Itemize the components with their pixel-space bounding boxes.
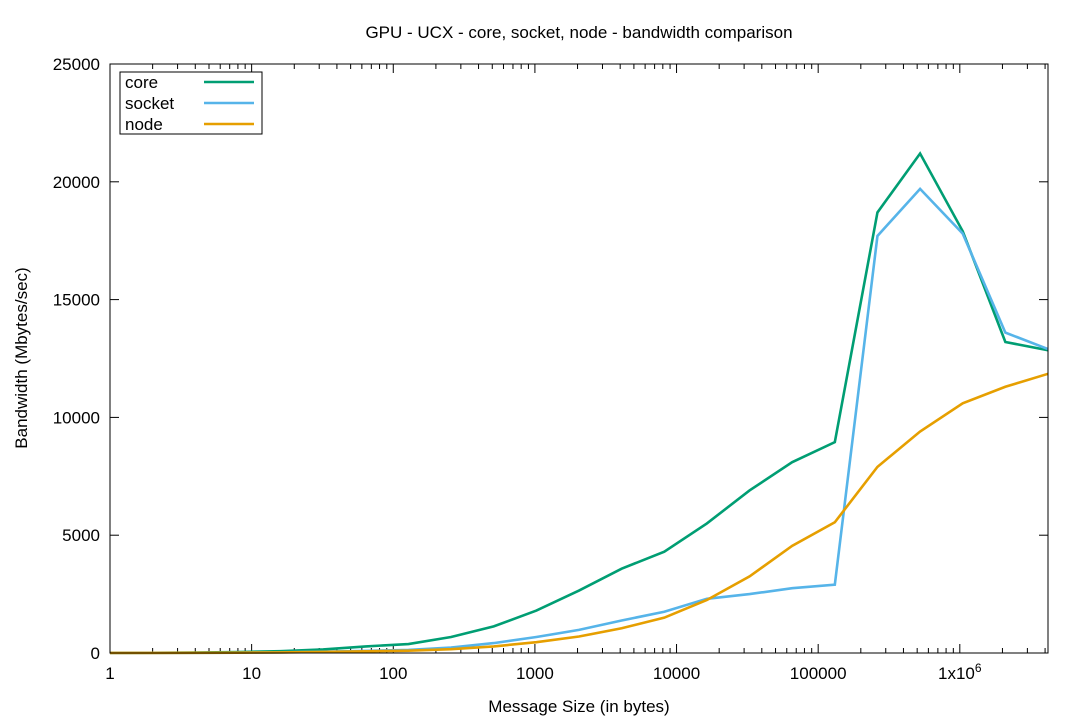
series-line-socket: [109, 186, 1049, 655]
y-tick-label: 25000: [53, 55, 100, 74]
y-tick-label: 5000: [62, 526, 100, 545]
y-tick-label: 0: [91, 644, 100, 663]
x-tick-label: 1: [105, 664, 114, 683]
x-tick-label-base: 100: [379, 664, 407, 683]
x-tick-label: 1000: [516, 664, 554, 683]
y-axis-label: Bandwidth (Mbytes/sec): [12, 267, 31, 448]
x-tick-label-base: 1x10: [938, 664, 975, 683]
tick-layer: 0 5000 10000 15000 20000 25000 1 10 100 1000 10000…: [53, 55, 1048, 683]
x-tick-label: 100: [379, 664, 407, 683]
x-tick-label-base: 1000: [516, 664, 554, 683]
y-tick-label: 15000: [53, 291, 100, 310]
chart-title: GPU - UCX - core, socket, node - bandwid…: [365, 23, 792, 42]
x-tick-label-base: 100000: [790, 664, 847, 683]
legend-label-core: core: [125, 73, 158, 92]
x-tick-label-base: 10000: [653, 664, 700, 683]
series-layer: [109, 151, 1049, 655]
legend-label-node: node: [125, 115, 163, 134]
x-tick-label: 10: [242, 664, 261, 683]
series-line-node: [109, 372, 1049, 655]
x-tick-label-base: 1: [105, 664, 114, 683]
series-line-core: [109, 151, 1049, 655]
x-tick-label: 10000: [653, 664, 700, 683]
y-tick-label: 20000: [53, 173, 100, 192]
legend: core socket node: [119, 71, 263, 135]
x-tick-label: 1x106: [938, 661, 982, 683]
x-axis-label: Message Size (in bytes): [488, 697, 669, 716]
x-tick-label: 100000: [790, 664, 847, 683]
legend-label-socket: socket: [125, 94, 174, 113]
x-tick-label-base: 10: [242, 664, 261, 683]
y-tick-label: 10000: [53, 408, 100, 427]
plot-frame: [109, 63, 1049, 654]
x-tick-label-exponent: 6: [975, 661, 982, 675]
